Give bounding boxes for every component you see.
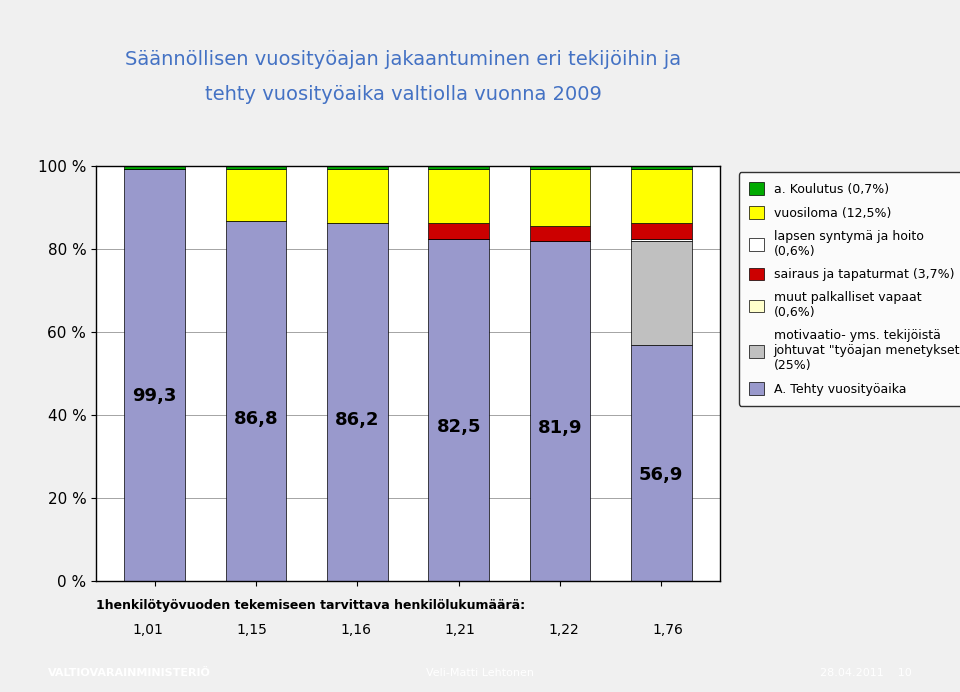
Text: 1,01: 1,01: [132, 623, 163, 637]
Text: 86,2: 86,2: [335, 411, 379, 429]
Bar: [327, 169, 388, 224]
Text: 81,9: 81,9: [538, 419, 582, 437]
Text: 1,76: 1,76: [653, 623, 684, 637]
Text: 28.04.2011    10: 28.04.2011 10: [820, 668, 912, 678]
Bar: [428, 224, 489, 239]
Bar: [428, 169, 489, 224]
Text: 86,8: 86,8: [233, 410, 278, 428]
Bar: [428, 166, 489, 169]
Text: Säännöllisen vuosityöajan jakaantuminen eri tekijöihin ja: Säännöllisen vuosityöajan jakaantuminen …: [125, 51, 682, 69]
Bar: [327, 166, 388, 169]
Bar: [631, 242, 691, 345]
Bar: [125, 166, 185, 169]
Text: 1henkilötyövuoden tekemiseen tarvittava henkilölukumäärä:: 1henkilötyövuoden tekemiseen tarvittava …: [96, 599, 525, 612]
Text: 99,3: 99,3: [132, 387, 177, 405]
Legend: a. Koulutus (0,7%), vuosiloma (12,5%), lapsen syntymä ja hoito
(0,6%), sairaus j: a. Koulutus (0,7%), vuosiloma (12,5%), l…: [739, 172, 960, 406]
Bar: [631, 239, 691, 242]
Bar: [428, 239, 489, 581]
Bar: [530, 166, 590, 169]
Bar: [530, 226, 590, 242]
Text: 82,5: 82,5: [437, 418, 481, 436]
Bar: [631, 224, 691, 239]
Bar: [125, 169, 185, 581]
Bar: [226, 221, 286, 581]
Text: VALTIOVARAINMINISTERIÖ: VALTIOVARAINMINISTERIÖ: [48, 668, 211, 678]
Text: 1,16: 1,16: [341, 623, 372, 637]
Bar: [226, 166, 286, 169]
Text: 1,22: 1,22: [548, 623, 580, 637]
Bar: [530, 242, 590, 581]
Bar: [327, 224, 388, 581]
Text: Veli-Matti Lehtonen: Veli-Matti Lehtonen: [426, 668, 534, 678]
Bar: [631, 345, 691, 581]
Text: 56,9: 56,9: [639, 466, 684, 484]
Bar: [226, 169, 286, 221]
Bar: [631, 166, 691, 169]
Bar: [530, 169, 590, 226]
Bar: [631, 169, 691, 224]
Text: 1,21: 1,21: [444, 623, 475, 637]
Text: tehty vuosityöaika valtiolla vuonna 2009: tehty vuosityöaika valtiolla vuonna 2009: [204, 85, 602, 104]
Text: 1,15: 1,15: [236, 623, 268, 637]
